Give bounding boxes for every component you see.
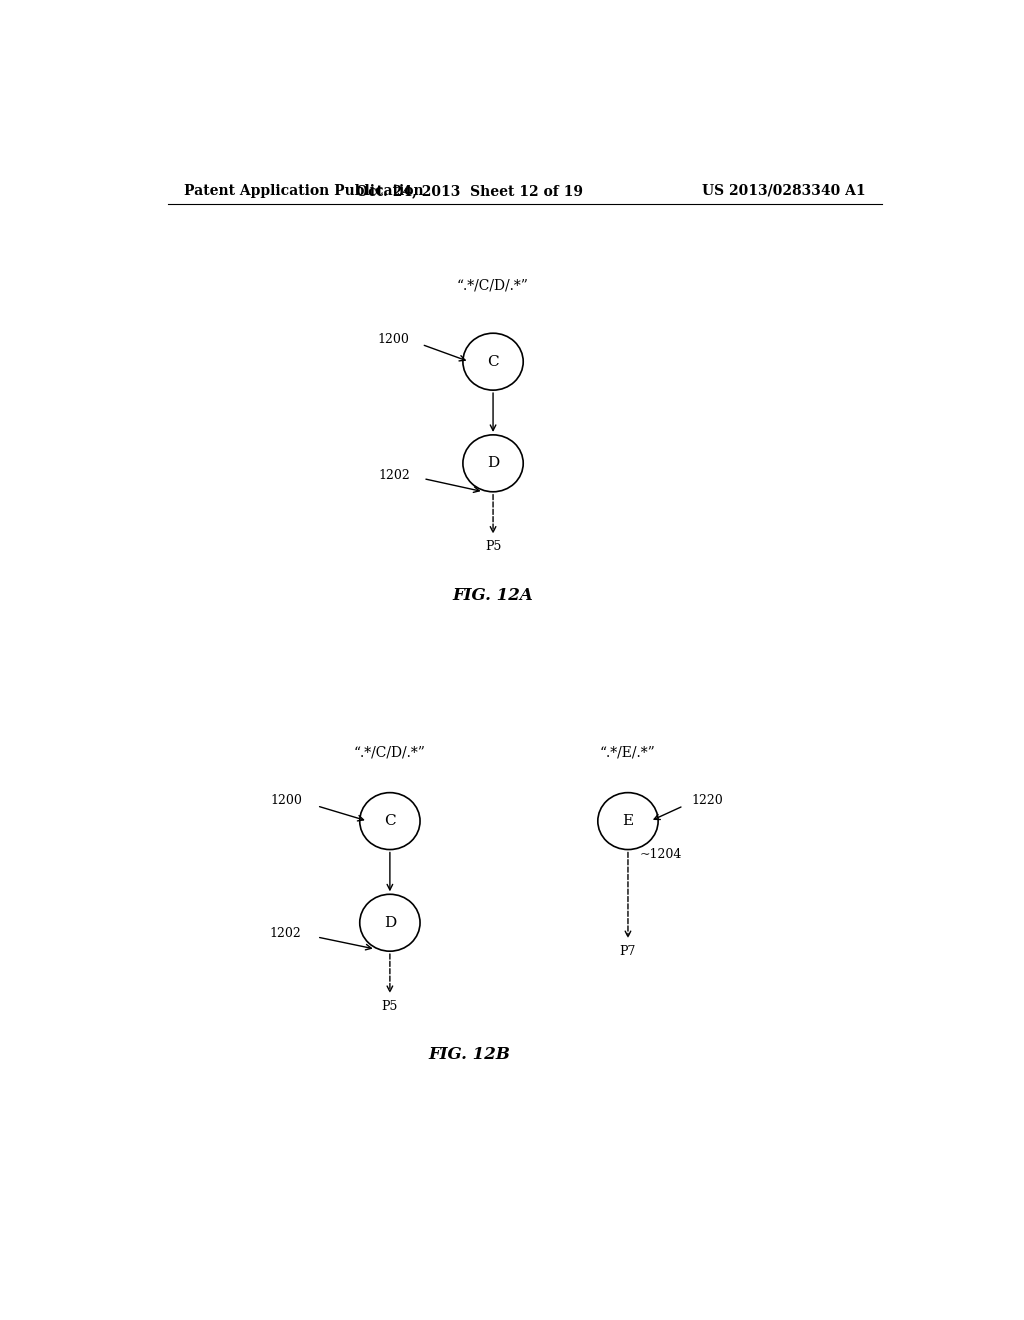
Text: Patent Application Publication: Patent Application Publication — [183, 183, 423, 198]
Text: “.*/E/.*”: “.*/E/.*” — [600, 746, 655, 760]
Text: P7: P7 — [620, 945, 636, 958]
Text: 1200: 1200 — [270, 795, 303, 808]
Text: FIG. 12A: FIG. 12A — [453, 587, 534, 605]
Text: “.*/C/D/.*”: “.*/C/D/.*” — [354, 746, 426, 760]
Text: C: C — [487, 355, 499, 368]
Text: D: D — [384, 916, 396, 929]
Text: P5: P5 — [382, 999, 398, 1012]
Ellipse shape — [463, 434, 523, 492]
Ellipse shape — [359, 792, 420, 850]
Text: US 2013/0283340 A1: US 2013/0283340 A1 — [702, 183, 866, 198]
Text: 1200: 1200 — [378, 333, 410, 346]
Text: 1202: 1202 — [269, 928, 301, 940]
Text: 1220: 1220 — [691, 795, 723, 808]
Text: 1202: 1202 — [378, 469, 410, 482]
Text: D: D — [487, 457, 499, 470]
Ellipse shape — [359, 894, 420, 952]
Ellipse shape — [598, 792, 658, 850]
Text: “.*/C/D/.*”: “.*/C/D/.*” — [457, 279, 529, 293]
Text: ~1204: ~1204 — [640, 849, 682, 861]
Text: E: E — [623, 814, 634, 828]
Text: FIG. 12B: FIG. 12B — [428, 1047, 510, 1064]
Text: P5: P5 — [485, 540, 501, 553]
Text: Oct. 24, 2013  Sheet 12 of 19: Oct. 24, 2013 Sheet 12 of 19 — [355, 183, 583, 198]
Text: C: C — [384, 814, 395, 828]
Ellipse shape — [463, 333, 523, 391]
